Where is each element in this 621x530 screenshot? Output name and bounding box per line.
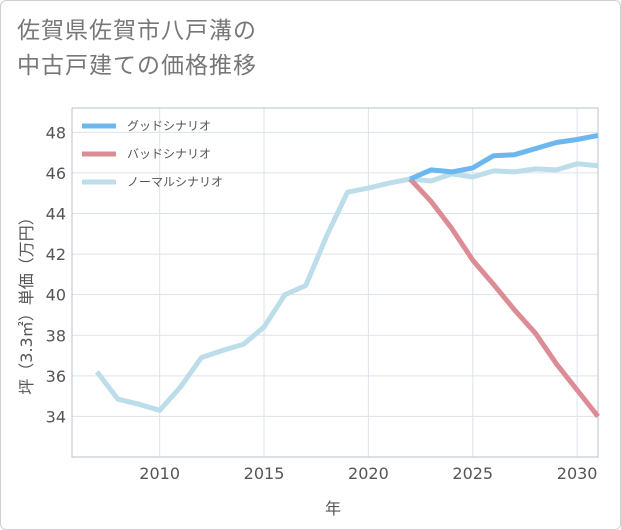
y-tick-label-4: 42 (46, 245, 66, 264)
plot-area-border (71, 107, 599, 458)
x-axis-label: 年 (325, 499, 341, 518)
y-tick-label-2: 38 (46, 326, 66, 345)
series-line-2 (95, 161, 599, 413)
x-tick-label-4: 2030 (557, 464, 598, 483)
x-tick-label-3: 2025 (452, 464, 493, 483)
legend-label-2: ノーマルシナリオ (127, 175, 223, 189)
chart-title: 佐賀県佐賀市八戸溝の 中古戸建ての価格推移 (17, 14, 257, 84)
x-tick-label-1: 2015 (244, 464, 285, 483)
grid-lines (72, 108, 598, 457)
series-line-1 (408, 177, 600, 418)
y-tick-label-6: 46 (46, 164, 66, 183)
y-tick-label-0: 34 (46, 407, 66, 426)
y-tick-label-3: 40 (46, 286, 66, 305)
legend-label-1: バッドシナリオ (127, 147, 211, 161)
chart-title-line-1: 佐賀県佐賀市八戸溝の (17, 18, 257, 44)
legend-label-0: グッドシナリオ (127, 119, 211, 133)
series-lines (95, 132, 600, 418)
x-tick-label-0: 2010 (139, 464, 180, 483)
y-tick-labels: 34 36 38 40 42 44 46 48 (46, 123, 66, 426)
y-axis-label: 坪（3.3㎡）単価（万円） (17, 209, 36, 394)
y-tick-label-5: 44 (46, 205, 66, 224)
chart-title-line-2: 中古戸建ての価格推移 (17, 53, 257, 79)
y-tick-label-7: 48 (46, 123, 66, 142)
x-tick-labels: 2010 2015 2020 2025 2030 (139, 464, 597, 483)
series-line-0 (409, 132, 599, 182)
x-tick-label-2: 2020 (348, 464, 389, 483)
y-tick-label-1: 36 (46, 367, 66, 386)
